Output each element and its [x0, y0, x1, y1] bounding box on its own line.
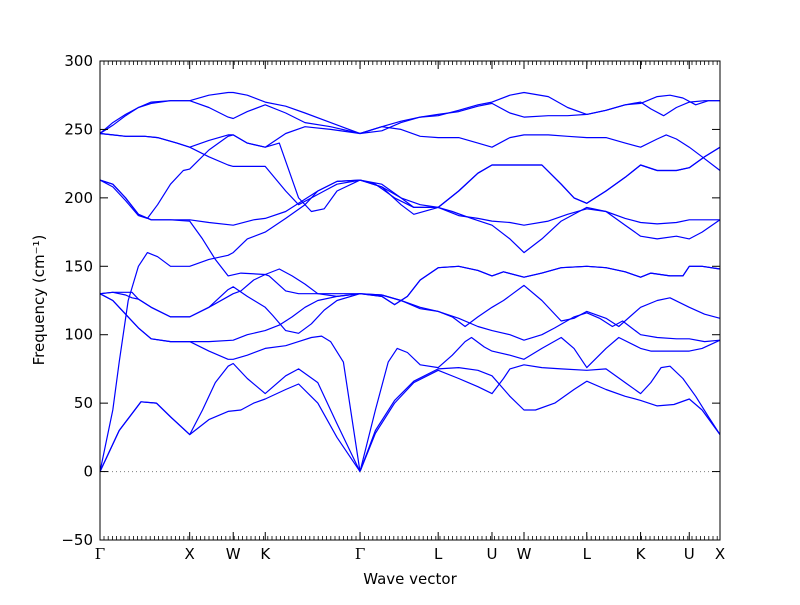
band-line	[99, 100, 720, 135]
x-tick-label: W	[226, 545, 241, 563]
band-line	[99, 134, 721, 219]
x-tick-label: K	[260, 545, 271, 563]
x-tick-label: U	[486, 545, 497, 563]
band-line	[99, 265, 721, 318]
y-axis-label: Frequency (cm⁻¹)	[30, 235, 48, 366]
band-line	[99, 126, 721, 171]
plot-frame	[99, 60, 721, 541]
band-line	[99, 362, 721, 473]
y-tick-label: 100	[64, 326, 93, 344]
x-tick-label: X	[715, 545, 725, 563]
band-line	[99, 179, 721, 306]
y-tick-label: 0	[83, 463, 93, 481]
x-tick-label: Γ	[95, 545, 105, 563]
x-tick-label: K	[636, 545, 647, 563]
band-lines	[99, 91, 721, 473]
y-tick-label: 300	[64, 52, 93, 70]
y-tick-label: 200	[64, 189, 93, 207]
band-line	[99, 367, 721, 473]
x-tick-label: W	[517, 545, 532, 563]
band-line	[99, 293, 721, 473]
y-tick-label: 250	[64, 120, 93, 138]
y-axis-label-unit: (cm⁻¹)	[30, 235, 48, 284]
x-tick-label: Γ	[355, 545, 365, 563]
x-tick-label: L	[434, 545, 443, 563]
band-line	[99, 91, 720, 135]
band-line	[99, 132, 721, 208]
band-line	[99, 293, 721, 343]
y-tick-label: −50	[61, 531, 93, 549]
y-tick-labels: −50 0 50 100 150 200 250 300	[61, 52, 93, 549]
band-line	[99, 179, 720, 226]
x-tick-label: X	[185, 545, 195, 563]
x-axis-label: Wave vector	[363, 570, 457, 588]
x-tick-label: U	[684, 545, 695, 563]
x-tick-label: L	[583, 545, 592, 563]
minor-ticks	[103, 61, 718, 540]
y-axis-label-text: Frequency	[30, 288, 48, 366]
y-tick-label: 150	[64, 257, 93, 275]
y-tick-label: 50	[74, 394, 93, 412]
